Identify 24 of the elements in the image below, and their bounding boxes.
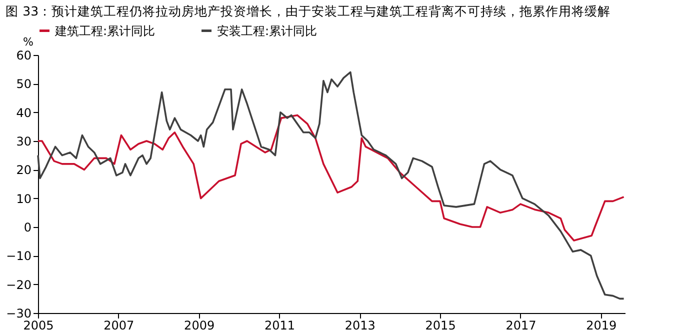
y-tick-label: 50 bbox=[16, 77, 32, 92]
legend-label: 安装工程:累计同比 bbox=[217, 24, 318, 38]
y-tick-label: −30 bbox=[6, 306, 32, 320]
x-tick-label: 2017 bbox=[506, 318, 536, 332]
y-tick-label: 0 bbox=[24, 220, 32, 234]
line-series bbox=[37, 71, 625, 300]
line-series bbox=[37, 114, 625, 242]
y-tick-label: 30 bbox=[16, 134, 32, 148]
x-tick-label: 2019 bbox=[586, 318, 617, 332]
y-tick-label: −20 bbox=[6, 278, 32, 292]
y-tick-label: 60 bbox=[16, 48, 32, 62]
legend-label: 建筑工程:累计同比 bbox=[54, 24, 156, 38]
y-axis-title: % bbox=[23, 36, 34, 48]
y-tick-label: 40 bbox=[16, 106, 32, 120]
x-tick-label: 2015 bbox=[425, 318, 456, 332]
chart-title: 图 33：预计建筑工程仍将拉动房地产投资增长，由于安装工程与建筑工程背离不可持续，拖累作用将缓解 bbox=[6, 4, 611, 18]
x-tick-label: 2013 bbox=[344, 318, 376, 332]
x-tick-label: 2007 bbox=[104, 318, 134, 332]
x-tick-label: 2009 bbox=[184, 318, 215, 332]
x-tick-label: 2011 bbox=[264, 318, 296, 332]
y-tick-label: 20 bbox=[16, 163, 32, 178]
y-tick-label: 10 bbox=[16, 192, 32, 206]
x-tick-label: 2005 bbox=[23, 318, 54, 332]
y-tick-label: −10 bbox=[6, 249, 32, 264]
